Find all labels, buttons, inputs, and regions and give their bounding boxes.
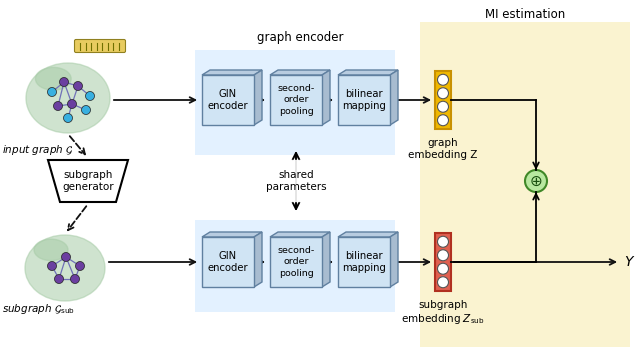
- Text: subgraph
generator: subgraph generator: [62, 170, 114, 192]
- Polygon shape: [254, 70, 262, 125]
- Bar: [435, 233, 451, 291]
- Ellipse shape: [35, 67, 71, 90]
- Text: GIN
encoder: GIN encoder: [208, 251, 248, 273]
- Polygon shape: [338, 70, 398, 75]
- Circle shape: [525, 170, 547, 192]
- Text: input graph $\mathcal{G}$: input graph $\mathcal{G}$: [2, 143, 74, 157]
- Circle shape: [438, 250, 449, 261]
- Polygon shape: [202, 232, 262, 237]
- Text: shared
parameters: shared parameters: [266, 170, 326, 192]
- Ellipse shape: [34, 239, 68, 261]
- Circle shape: [74, 81, 83, 90]
- Polygon shape: [202, 237, 254, 287]
- Text: bilinear
mapping: bilinear mapping: [342, 251, 386, 273]
- Text: $Y$: $Y$: [624, 255, 636, 269]
- Text: GIN
encoder: GIN encoder: [208, 89, 248, 111]
- Polygon shape: [270, 70, 330, 75]
- Text: second-
order
pooling: second- order pooling: [277, 247, 315, 278]
- Polygon shape: [202, 70, 262, 75]
- Polygon shape: [338, 237, 390, 287]
- Polygon shape: [338, 232, 398, 237]
- Text: bilinear
mapping: bilinear mapping: [342, 89, 386, 111]
- Polygon shape: [270, 237, 322, 287]
- Circle shape: [438, 74, 449, 85]
- Text: MI estimation: MI estimation: [485, 8, 565, 21]
- Circle shape: [61, 253, 70, 261]
- Circle shape: [47, 88, 56, 97]
- Polygon shape: [202, 75, 254, 125]
- Text: graph
embedding Z: graph embedding Z: [408, 138, 477, 160]
- FancyBboxPatch shape: [74, 39, 125, 52]
- Text: graph encoder: graph encoder: [257, 31, 343, 45]
- Polygon shape: [338, 75, 390, 125]
- Polygon shape: [322, 70, 330, 125]
- Ellipse shape: [25, 235, 105, 301]
- Circle shape: [81, 105, 90, 114]
- Polygon shape: [270, 75, 322, 125]
- Circle shape: [76, 261, 84, 270]
- Polygon shape: [390, 70, 398, 125]
- Circle shape: [86, 92, 95, 101]
- Circle shape: [63, 114, 72, 122]
- Polygon shape: [322, 232, 330, 287]
- Polygon shape: [254, 232, 262, 287]
- Circle shape: [438, 101, 449, 112]
- Polygon shape: [390, 232, 398, 287]
- Text: $\oplus$: $\oplus$: [529, 173, 543, 189]
- Circle shape: [54, 274, 63, 283]
- Circle shape: [438, 277, 449, 288]
- Text: subgraph $\mathcal{G}_{\mathrm{sub}}$: subgraph $\mathcal{G}_{\mathrm{sub}}$: [2, 302, 75, 316]
- Polygon shape: [48, 160, 128, 202]
- Bar: [435, 71, 451, 129]
- Ellipse shape: [26, 63, 110, 133]
- Polygon shape: [270, 232, 330, 237]
- Circle shape: [54, 101, 63, 110]
- Circle shape: [438, 115, 449, 126]
- Circle shape: [438, 88, 449, 99]
- Bar: [420, 22, 630, 347]
- Bar: [195, 50, 395, 155]
- Text: second-
order
pooling: second- order pooling: [277, 84, 315, 115]
- Text: subgraph
embedding $Z_{\mathrm{sub}}$: subgraph embedding $Z_{\mathrm{sub}}$: [401, 300, 485, 326]
- Circle shape: [60, 77, 68, 87]
- Circle shape: [67, 100, 77, 109]
- Circle shape: [70, 274, 79, 283]
- Circle shape: [438, 236, 449, 247]
- Circle shape: [47, 261, 56, 270]
- Circle shape: [438, 263, 449, 274]
- Bar: [195, 220, 395, 312]
